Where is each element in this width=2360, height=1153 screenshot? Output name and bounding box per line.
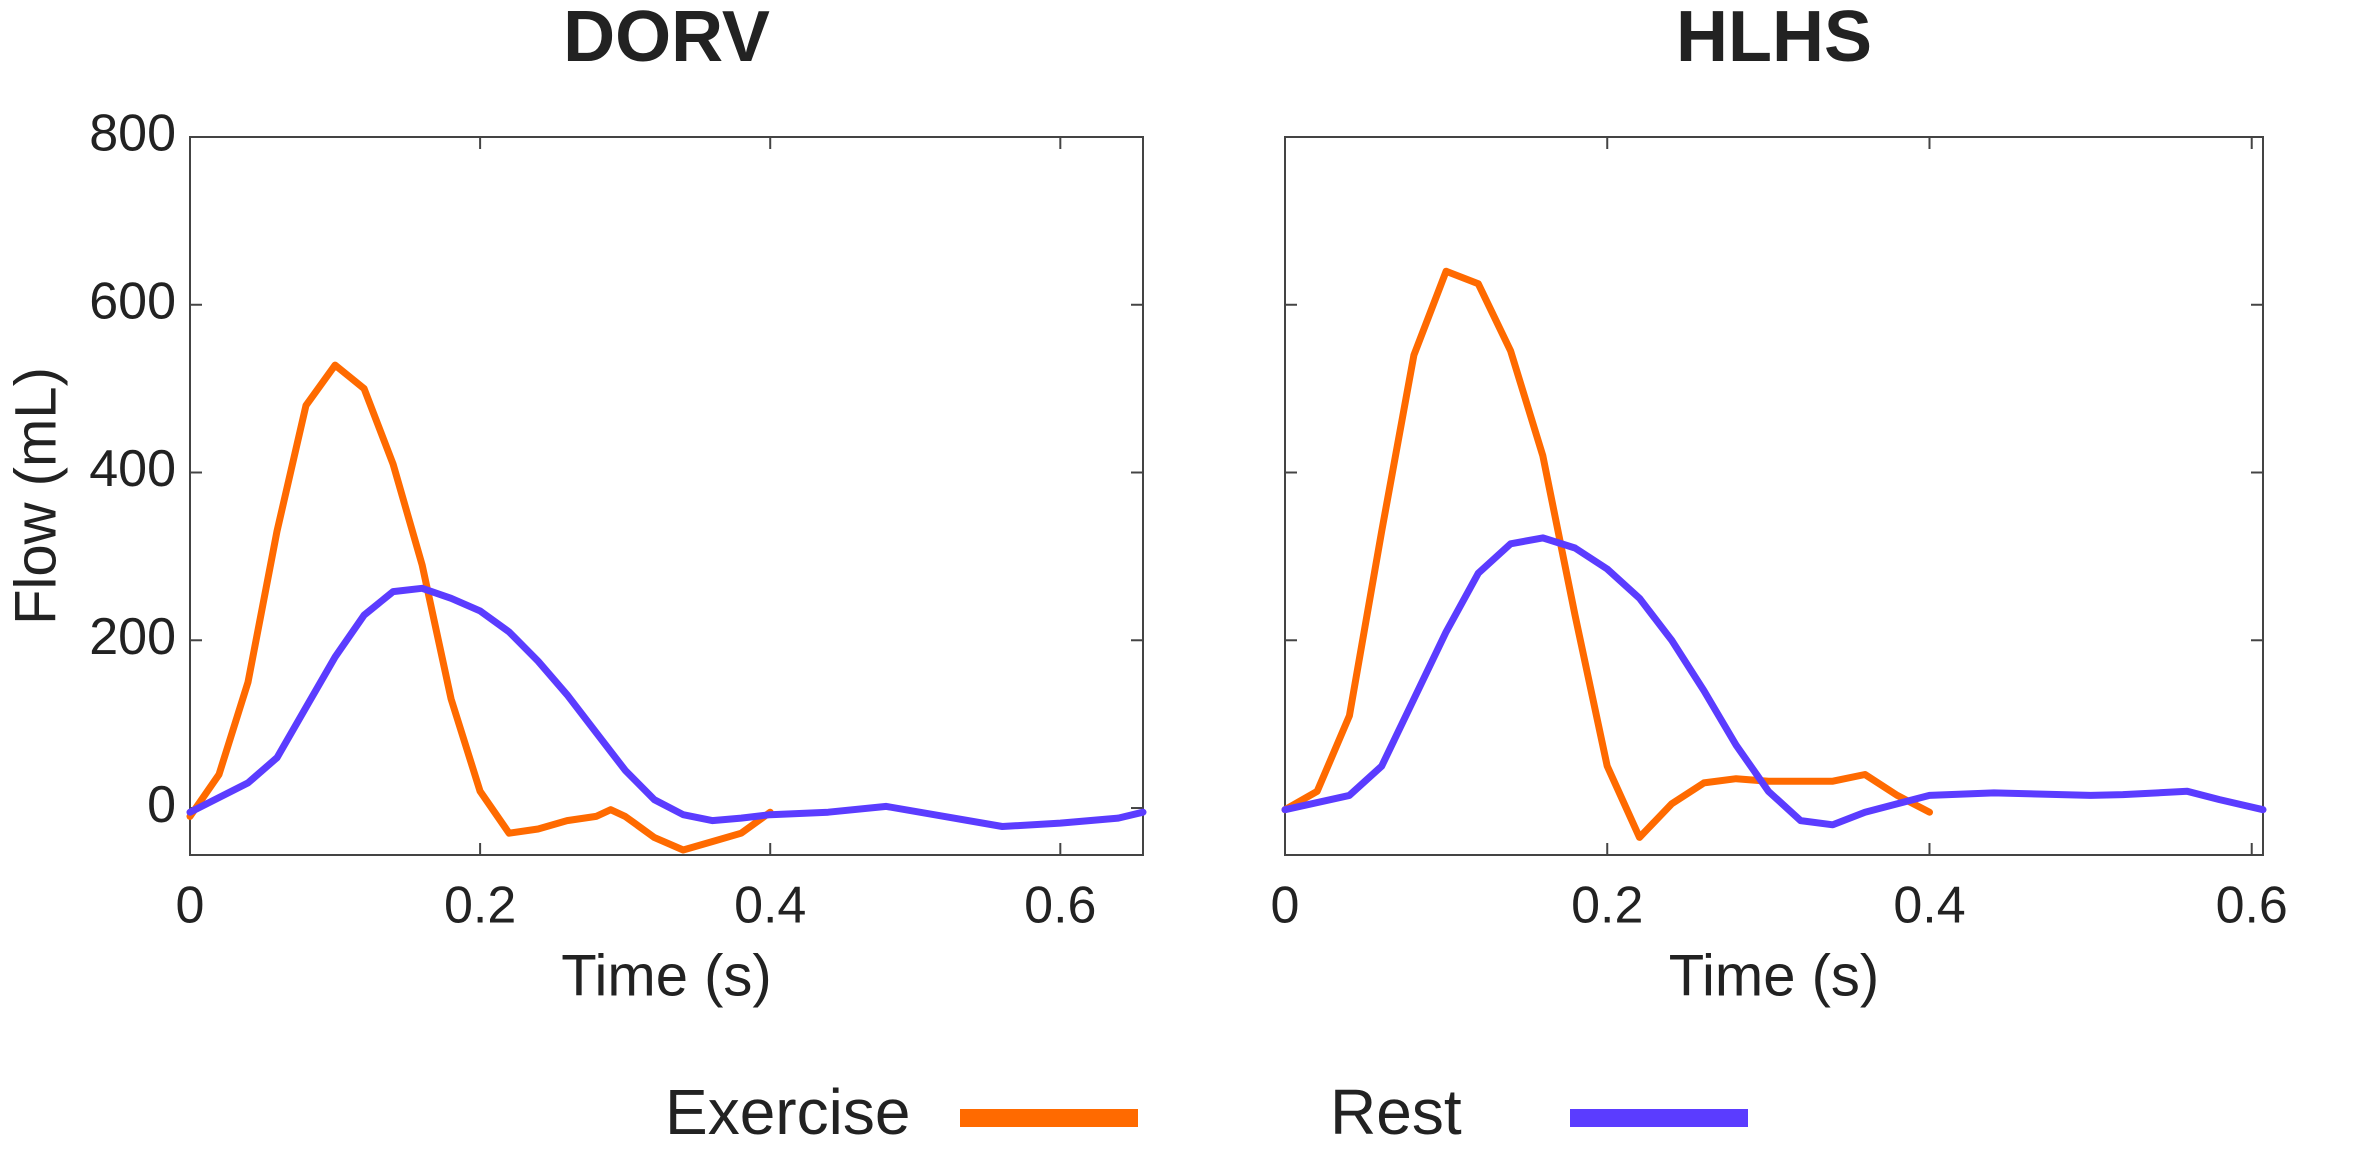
legend: Exercise Rest xyxy=(665,1076,1748,1148)
plot: DORV 0 0.2 0.4 0.6 0 200 400 600 800 Time (s) Flow … xyxy=(3,0,1147,1008)
line-series xyxy=(186,361,774,854)
line-series xyxy=(1281,267,1933,841)
plot-frame xyxy=(1284,136,2264,856)
x-tick-label: 0 xyxy=(1271,877,1300,935)
chart-title: DORV xyxy=(563,0,770,77)
y-tick-label: 0 xyxy=(147,776,176,834)
plot-frame xyxy=(189,136,1144,856)
line-series xyxy=(1281,534,2267,829)
plot: HLHS 0 0.2 0.4 0.6 Time (s) xyxy=(1271,0,2288,1008)
x-tick-label: 0 xyxy=(176,877,205,935)
y-tick-label: 200 xyxy=(89,608,176,666)
x-tick-label: 0.2 xyxy=(444,877,516,935)
x-tick-label: 0.6 xyxy=(2216,877,2288,935)
chart-title: HLHS xyxy=(1676,0,1872,77)
x-tick-label: 0.2 xyxy=(1571,877,1643,935)
legend-label: Exercise xyxy=(665,1076,910,1148)
x-axis-label: Time (s) xyxy=(561,943,771,1008)
x-tick-label: 0.4 xyxy=(1893,877,1965,935)
line-series xyxy=(186,584,1147,830)
x-tick-label: 0.4 xyxy=(734,877,806,935)
y-tick-label: 800 xyxy=(89,105,176,163)
x-axis-label: Time (s) xyxy=(1669,943,1879,1008)
y-tick-label: 600 xyxy=(89,272,176,330)
y-axis-label: Flow (mL) xyxy=(3,367,68,625)
y-tick-label: 400 xyxy=(89,440,176,498)
x-tick-label: 0.6 xyxy=(1024,877,1096,935)
legend-label: Rest xyxy=(1330,1076,1462,1148)
